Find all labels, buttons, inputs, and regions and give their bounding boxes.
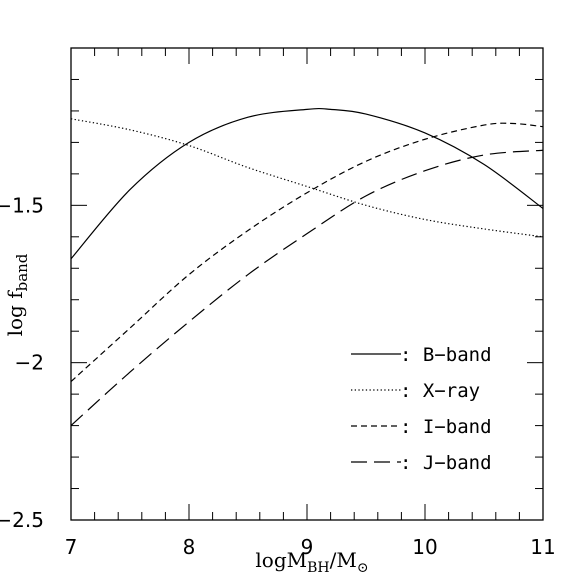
legend-label-b-band: : B−band	[400, 344, 492, 366]
axis-ticks	[70, 47, 544, 521]
legend: : B−band : X−ray : I−band : J−band	[351, 344, 492, 474]
series-curves	[70, 107, 544, 427]
y-tick-label: −2.5	[0, 508, 44, 532]
y-tick-label: −1.5	[0, 193, 44, 217]
y-axis-label-sub: band	[13, 253, 31, 291]
series-line-x-ray	[70, 118, 544, 238]
legend-label-x-ray: : X−ray	[400, 380, 480, 402]
x-axis-label-suffix: /M	[330, 548, 357, 572]
tick-labels: 7 8 9 10 11 −1.5 −2 −2.5	[0, 193, 556, 559]
legend-label-j-band: : J−band	[400, 452, 492, 474]
x-axis-label-sub: BH	[307, 560, 330, 574]
x-tick-label: 9	[301, 535, 314, 559]
legend-label-i-band: : I−band	[400, 416, 492, 438]
x-tick-label: 8	[183, 535, 196, 559]
plot-frame	[70, 47, 544, 521]
series-line-b-band	[70, 107, 544, 260]
x-tick-label: 11	[530, 535, 555, 559]
y-axis-label: log fband	[3, 253, 31, 336]
series-line-i-band	[70, 122, 544, 382]
x-tick-label: 7	[65, 535, 78, 559]
y-tick-label: −2	[15, 351, 44, 375]
series-line-j-band	[70, 149, 544, 427]
x-axis-label-main: logM	[255, 548, 307, 572]
x-axis-label: logMBH/M⊙	[255, 548, 368, 574]
x-tick-label: 10	[412, 535, 437, 559]
x-axis-label-sun: ⊙	[357, 560, 369, 574]
y-axis-label-main: log f	[3, 290, 27, 337]
